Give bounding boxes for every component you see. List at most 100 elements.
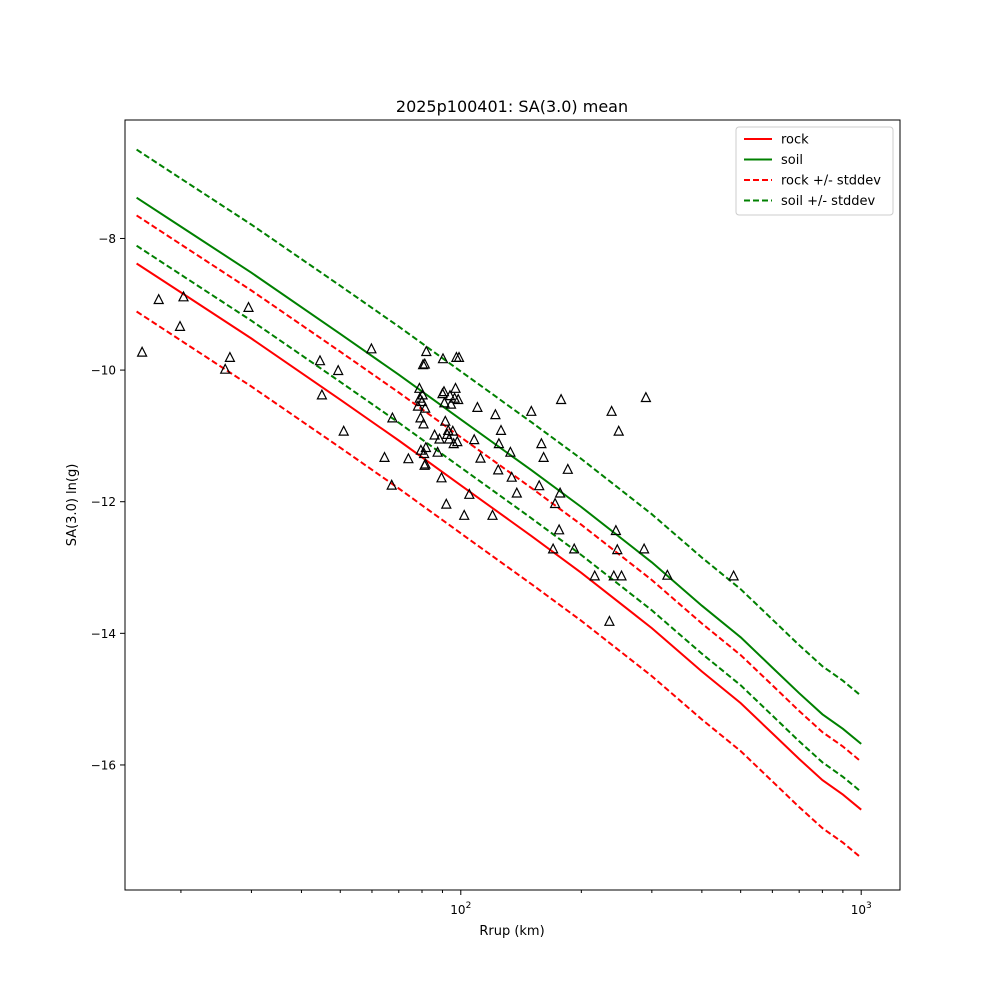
observation-marker — [243, 301, 254, 312]
observation-marker — [610, 524, 622, 536]
observation-marker — [136, 345, 148, 357]
observation-marker — [316, 388, 328, 400]
observation-marker — [562, 463, 574, 474]
observation-marker — [439, 415, 451, 426]
observation-marker — [178, 290, 189, 302]
observation-marker — [489, 408, 501, 420]
observation-marker — [440, 497, 452, 509]
y-axis-label: SA(3.0) ln(g) — [65, 464, 80, 547]
series-line-rock-stddev-lower — [136, 310, 862, 859]
observation-marker — [535, 437, 547, 449]
y-tick-label: −14 — [91, 627, 116, 641]
observation-marker — [728, 569, 740, 581]
observation-marker — [417, 388, 429, 400]
y-tick-label: −12 — [91, 495, 116, 509]
observation-marker — [365, 342, 377, 354]
observation-marker — [640, 391, 652, 403]
legend-label: soil — [781, 153, 803, 168]
observation-marker — [553, 523, 565, 535]
observation-marker — [547, 542, 559, 554]
y-axis: −16 −14 −12 −10 −8 — [91, 232, 125, 772]
observation-marker — [568, 542, 580, 554]
observation-marker — [452, 393, 464, 405]
observation-marker — [444, 389, 456, 401]
legend: rock soil rock +/- stddev soil +/- stddev — [735, 126, 894, 216]
observation-marker — [413, 382, 425, 393]
observation-marker — [386, 411, 398, 423]
observation-marker — [533, 479, 545, 491]
observation-marker — [525, 405, 537, 416]
legend-box — [735, 126, 894, 216]
observation-marker — [448, 437, 460, 449]
observation-marker — [438, 385, 450, 397]
observation-marker — [606, 405, 618, 416]
observation-marker — [419, 457, 431, 469]
observation-marker — [611, 543, 623, 555]
observation-marker — [338, 424, 350, 436]
observation-marker — [443, 432, 455, 444]
legend-label: rock +/- stddev — [781, 174, 881, 189]
series-line-rock-stddev — [136, 214, 862, 763]
observation-marker — [554, 486, 566, 498]
observation-marker — [613, 424, 625, 436]
observation-marker — [450, 382, 461, 393]
observation-marker — [174, 320, 186, 331]
observation-marker — [420, 441, 432, 453]
observation-marker — [418, 447, 430, 459]
observation-marker — [608, 569, 620, 581]
observations-layer — [136, 290, 740, 626]
observation-marker — [314, 354, 326, 366]
observation-marker — [638, 542, 650, 554]
observation-marker — [419, 401, 431, 413]
observation-marker — [589, 569, 601, 581]
series-line-soil-stddev-lower — [136, 244, 862, 793]
observation-marker — [415, 411, 426, 423]
y-tick-label: −8 — [98, 232, 116, 246]
observation-marker — [463, 488, 475, 499]
observation-marker — [616, 569, 627, 581]
observation-marker — [661, 569, 673, 580]
chart-title: 2025p100401: SA(3.0) mean — [396, 97, 628, 116]
observation-marker — [493, 437, 505, 449]
series-line-rock — [136, 262, 862, 811]
series-line-soil-stddev — [136, 148, 862, 697]
observation-marker — [549, 497, 561, 509]
observation-marker — [436, 471, 447, 483]
legend-label: rock — [781, 133, 809, 148]
x-axis-label: Rrup (km) — [479, 924, 544, 939]
observation-marker — [447, 424, 459, 436]
observation-marker — [603, 615, 615, 626]
x-tick-label: 102 — [450, 901, 471, 917]
observation-marker — [475, 451, 486, 463]
observation-marker — [506, 471, 518, 482]
observation-marker — [420, 345, 432, 357]
observation-marker — [386, 478, 398, 490]
observation-marker — [538, 451, 550, 462]
observation-marker — [219, 363, 231, 374]
observation-marker — [434, 432, 445, 444]
observation-marker — [438, 396, 450, 408]
observation-marker — [153, 293, 165, 305]
x-tick-label: 103 — [851, 901, 872, 917]
observation-marker — [468, 433, 480, 445]
observation-marker — [437, 352, 449, 364]
observation-marker — [495, 424, 507, 435]
observation-marker — [429, 428, 441, 440]
observation-marker — [418, 417, 429, 429]
observation-marker — [332, 364, 344, 376]
observation-marker — [492, 463, 504, 475]
observation-marker — [451, 435, 463, 447]
observation-marker — [224, 351, 236, 362]
observation-marker — [379, 451, 390, 462]
observation-marker — [432, 446, 444, 457]
observation-marker — [471, 401, 483, 412]
observation-marker — [419, 357, 431, 369]
y-tick-label: −10 — [91, 364, 116, 378]
observation-marker — [416, 395, 428, 407]
observation-marker — [458, 509, 470, 520]
observation-marker — [487, 509, 498, 520]
observation-marker — [453, 351, 465, 362]
observation-marker — [504, 446, 516, 457]
plot-frame — [124, 119, 901, 891]
